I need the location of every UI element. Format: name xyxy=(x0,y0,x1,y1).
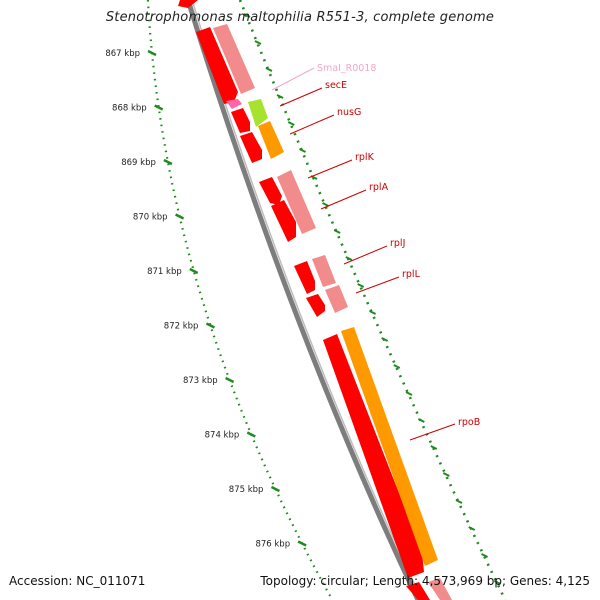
inner-tick xyxy=(381,337,389,342)
tick-label: 872 kbp xyxy=(164,322,199,332)
gene-arrow-green xyxy=(248,99,268,127)
tick-label: 869 kbp xyxy=(121,158,156,168)
tick-label: 875 kbp xyxy=(229,485,264,495)
inner-tick xyxy=(442,472,450,477)
gene-arrow-bottom-shade xyxy=(428,578,452,600)
tick-label: 873 kbp xyxy=(183,376,218,386)
inner-tick xyxy=(345,256,353,261)
map-title: Stenotrophomonas maltophilia R551-3, com… xyxy=(105,10,495,25)
gene-arrow-top xyxy=(178,0,198,8)
accession-text: Accession: NC_011071 xyxy=(9,574,146,588)
inner-tick xyxy=(481,553,489,558)
tick-label: 867 kbp xyxy=(105,49,140,59)
tick-mark xyxy=(147,49,157,57)
inner-tick xyxy=(357,283,365,288)
inner-tick xyxy=(287,121,295,126)
inner-tick xyxy=(243,13,251,18)
gene-label: rplJ xyxy=(390,238,405,249)
gene-arrow-rplJ-shade xyxy=(312,255,336,287)
gene-arrow-smaI xyxy=(226,99,242,109)
tick-mark xyxy=(189,267,199,275)
label-leader-line xyxy=(409,423,456,441)
tick-label: 871 kbp xyxy=(147,267,182,277)
inner-tick xyxy=(417,418,425,423)
gene-arrow-rplJ xyxy=(294,261,315,294)
inner-tick xyxy=(494,580,501,585)
gene-label: rplL xyxy=(402,269,421,280)
tick-mark xyxy=(163,158,173,166)
inner-tick xyxy=(430,445,438,450)
tick-mark xyxy=(154,104,164,111)
gene-labels: SmaI_R0018 secE nusG rplK rplA rplJ rplL rpoB xyxy=(271,63,480,441)
label-leader-line xyxy=(320,189,367,210)
inner-tick xyxy=(254,40,262,45)
label-leader-line xyxy=(271,67,315,91)
gene-arrow-rplK xyxy=(259,177,282,205)
inner-dot-track xyxy=(238,0,507,600)
gene-arrow-bottom xyxy=(406,582,430,600)
label-leader-line xyxy=(343,245,388,265)
gene-arrow-rplL-shade xyxy=(325,285,348,313)
gene-arrow-secE-shade xyxy=(213,24,255,94)
gene-arrow-nusG xyxy=(240,132,262,163)
gene-label: rpoB xyxy=(458,417,480,428)
inner-tick xyxy=(468,526,476,531)
gene-arrow-secE-upper xyxy=(196,27,238,104)
inner-tick xyxy=(405,391,413,396)
outer-dot-track xyxy=(146,0,334,600)
label-leader-line xyxy=(355,276,400,294)
gene-label: rplK xyxy=(355,152,375,163)
tick-label: 876 kbp xyxy=(255,540,290,550)
gene-arrow-orange-nusG xyxy=(258,121,284,159)
tick-label: 874 kbp xyxy=(205,431,240,441)
gene-arrow-rplA xyxy=(271,200,296,242)
tick-mark xyxy=(246,431,256,438)
gene-label: nusG xyxy=(337,107,361,118)
backbone-line xyxy=(185,0,421,600)
topology-text: Topology: circular; Length: 4,573,969 bp… xyxy=(260,574,590,588)
label-leader-line xyxy=(307,159,353,179)
gene-arrow-rplK-shade xyxy=(277,170,316,234)
inner-tick xyxy=(455,499,463,504)
position-ticks: 867 kbp 868 kbp 869 kbp 870 kbp 871 kbp 872 k… xyxy=(105,13,501,585)
inner-tick xyxy=(299,148,307,153)
label-leader-line xyxy=(279,87,323,107)
gene-label: rplA xyxy=(369,182,389,193)
tick-label: 870 kbp xyxy=(133,213,168,223)
inner-tick xyxy=(265,67,273,72)
label-leader-line xyxy=(289,114,335,135)
gene-arrow-rpoB-orange xyxy=(341,327,438,566)
gene-label: secE xyxy=(325,80,347,91)
inner-tick xyxy=(333,229,341,234)
inner-tick xyxy=(393,364,401,369)
inner-tick xyxy=(369,310,377,315)
feature-track xyxy=(178,0,452,600)
gene-arrow-secE xyxy=(231,108,250,133)
tick-mark xyxy=(175,213,185,220)
tick-mark xyxy=(225,376,235,384)
tick-mark xyxy=(270,485,280,493)
gene-arrow-rplL xyxy=(306,294,325,317)
gene-label: SmaI_R0018 xyxy=(317,63,376,74)
tick-mark xyxy=(205,322,215,329)
gene-arrow-rpoB xyxy=(323,334,424,578)
tick-label: 868 kbp xyxy=(112,104,147,114)
inner-tick xyxy=(276,94,284,99)
tick-mark xyxy=(297,540,307,547)
inner-tick xyxy=(322,202,329,207)
